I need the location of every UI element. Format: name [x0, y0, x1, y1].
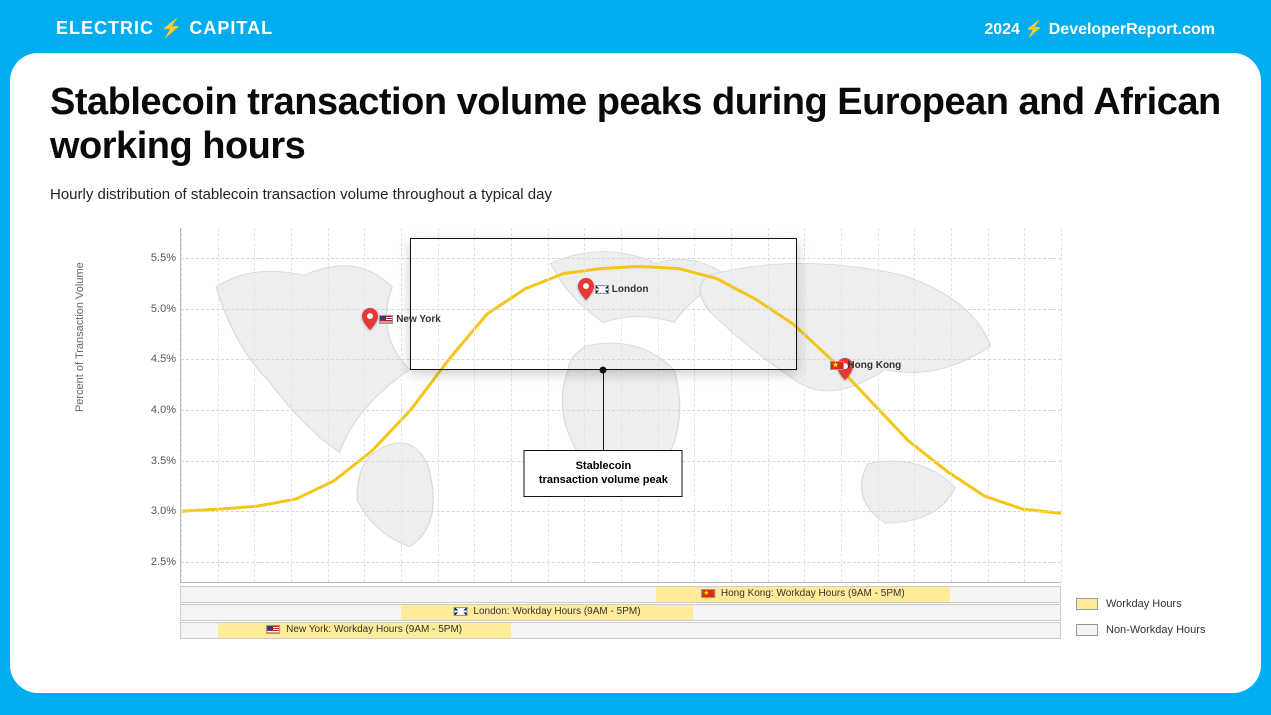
legend: Workday Hours Non-Workday Hours: [1076, 598, 1221, 650]
workday-bar-label: ★ Hong Kong: Workday Hours (9AM - 5PM): [701, 588, 905, 599]
city-label: ★Hong Kong: [830, 360, 901, 371]
chart-plot-area: 2.5%3.0%3.5%4.0%4.5%5.0%5.5%Stablecointr…: [180, 228, 1061, 583]
city-marker-new-york: New York: [361, 308, 379, 334]
y-axis-label: Percent of Transaction Volume: [74, 262, 86, 412]
chart-container: Percent of Transaction Volume 2.5%3.0%3.…: [110, 228, 1221, 673]
page-title: Stablecoin transaction volume peaks duri…: [50, 81, 1221, 168]
annotation-line2: transaction volume peak: [539, 474, 668, 486]
workday-bar-label: New York: Workday Hours (9AM - 5PM): [266, 624, 462, 635]
legend-swatch-nonworkday: [1076, 624, 1098, 636]
annotation-line1: Stablecoin: [576, 460, 632, 472]
header-bar: ELECTRIC ⚡ CAPITAL 2024 ⚡ DeveloperRepor…: [10, 10, 1261, 53]
y-tick-label: 4.0%: [136, 404, 176, 416]
city-marker-london: London: [577, 278, 595, 304]
y-tick-label: 3.5%: [136, 455, 176, 467]
legend-label-nonworkday: Non-Workday Hours: [1106, 624, 1205, 636]
content-card: Stablecoin transaction volume peaks duri…: [10, 53, 1261, 693]
city-marker-hong-kong: ★Hong Kong: [836, 358, 854, 384]
workday-bar-track: London: Workday Hours (9AM - 5PM): [180, 604, 1061, 621]
workday-bars: ★ Hong Kong: Workday Hours (9AM - 5PM) L…: [180, 585, 1061, 639]
y-tick-label: 2.5%: [136, 556, 176, 568]
city-label: New York: [379, 314, 441, 325]
legend-label-workday: Workday Hours: [1106, 598, 1182, 610]
workday-bar-track: ★ Hong Kong: Workday Hours (9AM - 5PM): [180, 586, 1061, 603]
legend-workday: Workday Hours: [1076, 598, 1221, 610]
peak-highlight-box: [410, 238, 797, 369]
legend-nonworkday: Non-Workday Hours: [1076, 624, 1221, 636]
y-tick-label: 3.0%: [136, 505, 176, 517]
y-tick-label: 5.0%: [136, 303, 176, 315]
y-tick-label: 4.5%: [136, 353, 176, 365]
map-pin-icon: [361, 308, 379, 334]
peak-annotation: Stablecoin transaction volume peak: [524, 450, 683, 498]
legend-swatch-workday: [1076, 598, 1098, 610]
city-label: London: [595, 284, 649, 295]
page-subtitle: Hourly distribution of stablecoin transa…: [50, 186, 1221, 203]
brand-logo: ELECTRIC ⚡ CAPITAL: [56, 18, 273, 39]
map-pin-icon: [577, 278, 595, 304]
workday-bar-label: London: Workday Hours (9AM - 5PM): [454, 606, 641, 617]
y-tick-label: 5.5%: [136, 252, 176, 264]
report-link[interactable]: 2024 ⚡ DeveloperReport.com: [984, 19, 1215, 39]
workday-bar-track: New York: Workday Hours (9AM - 5PM): [180, 622, 1061, 639]
